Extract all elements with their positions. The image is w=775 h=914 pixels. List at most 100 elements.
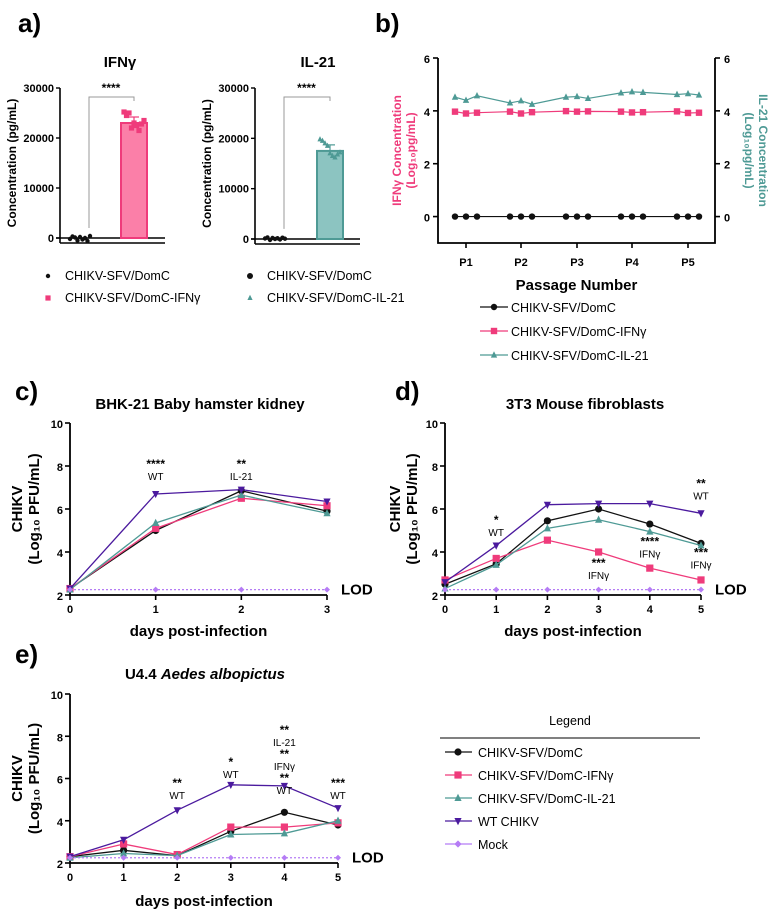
data-point: [573, 92, 581, 100]
x-tick-label: 0: [442, 604, 448, 616]
data-point: [517, 213, 525, 220]
legend-label: CHIKV-SFV/DomC-IL-21: [267, 291, 405, 305]
significance-stars: **: [173, 776, 183, 790]
y-tick-label: 10000: [218, 184, 249, 196]
data-point: [528, 108, 536, 116]
data-point: [332, 154, 338, 160]
data-point: [617, 89, 625, 96]
series-line: [69, 497, 328, 590]
data-point: [152, 518, 160, 526]
data-point: [323, 509, 331, 517]
data-point: [473, 213, 481, 220]
y-tick-label: 4: [57, 548, 64, 560]
data-point: [697, 576, 705, 584]
significance-stars: **: [280, 747, 290, 761]
y-axis-label-units: (Log₁₀ PFU/mL): [404, 453, 421, 564]
legend-label: CHIKV-SFV/DomC: [478, 746, 583, 760]
legend-label: CHIKV-SFV/DomC-IL-21: [511, 349, 649, 363]
lod-label: LOD: [715, 582, 747, 599]
panel-label: a): [18, 8, 41, 38]
x-tick-label: P5: [681, 257, 694, 269]
y-tick-label-right: 2: [724, 160, 730, 172]
data-point: [237, 486, 245, 494]
panel-label: b): [375, 8, 400, 38]
y-tick-label: 2: [57, 859, 63, 871]
data-point: [335, 854, 341, 861]
y-tick-label: 10: [51, 690, 63, 702]
data-point: [238, 586, 245, 593]
y-tick-label: 8: [57, 732, 63, 744]
data-point: [324, 586, 330, 593]
x-tick-label: 0: [67, 604, 73, 616]
legend-title: Legend: [549, 714, 591, 728]
significance-stars: ***: [331, 776, 345, 790]
x-tick-label: 2: [174, 872, 180, 884]
series-line: [69, 822, 339, 858]
data-point: [462, 110, 470, 117]
data-point: [237, 490, 245, 499]
data-point: [646, 527, 654, 535]
significance-stars: **: [280, 723, 290, 737]
data-point: [673, 90, 681, 98]
legend-marker: [454, 748, 462, 756]
y-tick-label: 6: [432, 505, 438, 517]
data-point: [584, 108, 592, 115]
legend-label: WT CHIKV: [478, 815, 540, 829]
series-line: [69, 488, 328, 589]
x-tick-label: 3: [596, 604, 602, 616]
chart-title: IL-21: [300, 54, 335, 71]
x-tick-label: 3: [324, 604, 330, 616]
data-point: [673, 108, 681, 115]
data-point: [562, 93, 570, 100]
data-point: [442, 586, 448, 593]
data-point: [324, 142, 331, 148]
y-tick-label-right: 4: [724, 107, 731, 119]
y-tick-label: 4: [57, 817, 64, 829]
series-line: [69, 494, 328, 591]
lod-label: LOD: [352, 850, 384, 867]
chart-title: U4.4 Aedes albopictus: [125, 666, 285, 683]
significance-stars: *: [494, 513, 499, 527]
x-tick-label: P2: [514, 257, 527, 269]
data-point: [227, 830, 235, 838]
series-line: [69, 811, 339, 858]
data-point: [174, 854, 181, 861]
growth-curve-chart: U4.4 Aedes albopictus: [65, 666, 342, 868]
data-point: [493, 586, 500, 593]
data-point: [617, 108, 625, 115]
y-axis-label-units: (Log₁₀ PFU/mL): [26, 723, 43, 834]
panel-label: e): [15, 639, 38, 669]
comparison-label: WT: [693, 492, 709, 503]
data-point: [319, 137, 326, 143]
data-point: [492, 560, 500, 568]
y-tick-label: 20000: [23, 133, 54, 145]
x-axis-label: days post-infection: [135, 893, 273, 910]
comparison-label: WT: [169, 791, 185, 802]
data-point: [595, 515, 603, 523]
axes: [69, 694, 338, 864]
legend-marker: [45, 295, 51, 301]
significance-bracket: [283, 96, 331, 229]
comparison-label: WT: [277, 786, 293, 797]
data-point: [506, 213, 514, 220]
data-point: [67, 854, 73, 861]
passage-chart: [433, 57, 720, 358]
significance-bracket: [88, 96, 135, 228]
comparison-label: IL-21: [230, 472, 253, 483]
legend-label: Mock: [478, 838, 509, 852]
data-point: [441, 579, 449, 587]
data-point: [684, 213, 692, 220]
data-point: [684, 109, 692, 117]
data-point: [280, 823, 288, 831]
data-point: [280, 808, 288, 816]
data-point: [473, 109, 481, 116]
data-point: [584, 213, 592, 220]
legend-marker: [454, 793, 462, 801]
data-point: [462, 213, 470, 220]
data-point: [322, 140, 328, 146]
data-point: [133, 122, 140, 129]
data-point: [334, 816, 342, 824]
series-line: [444, 539, 702, 581]
data-point: [473, 91, 481, 99]
